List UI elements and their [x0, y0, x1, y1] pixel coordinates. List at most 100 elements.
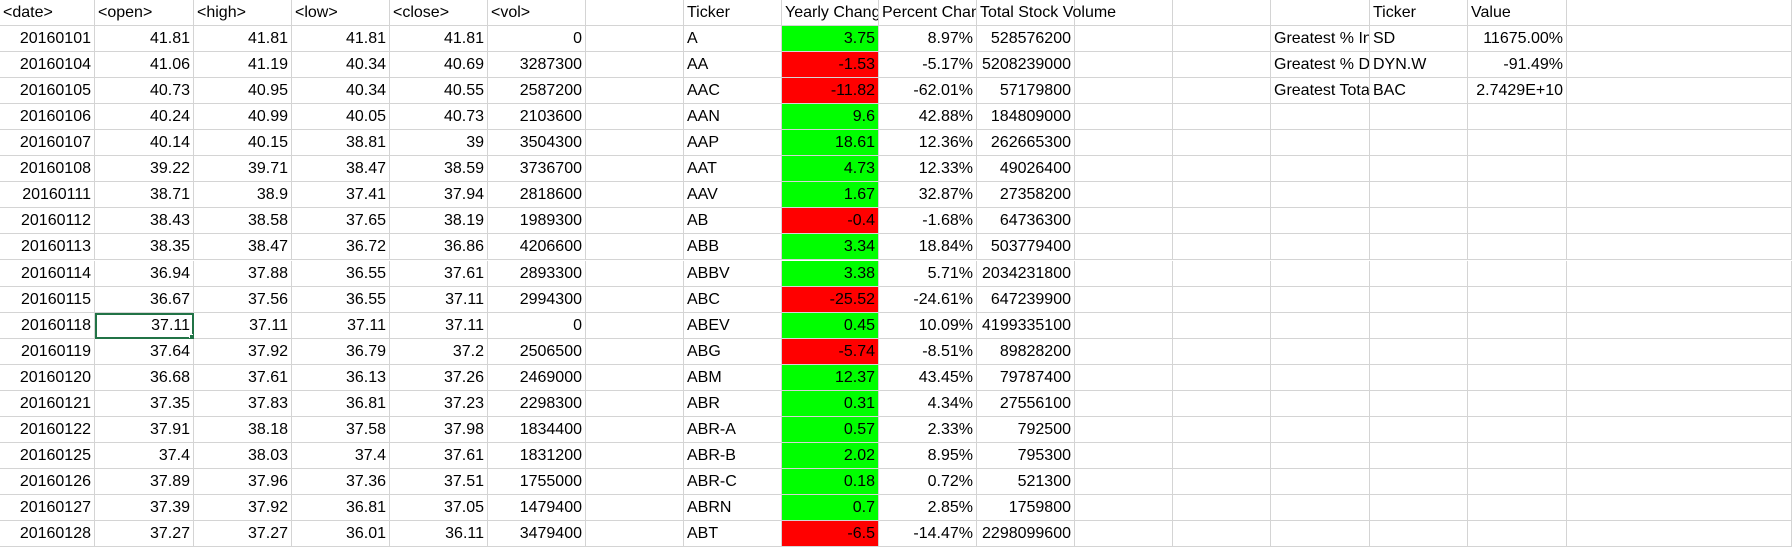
cell-total-volume[interactable]: 57179800	[977, 78, 1075, 105]
empty-cell[interactable]	[1468, 416, 1567, 443]
empty-cell[interactable]	[1173, 78, 1271, 105]
cell-ticker[interactable]: ABR-C	[684, 468, 782, 495]
empty-cell[interactable]	[1567, 286, 1792, 313]
empty-cell[interactable]	[1370, 468, 1468, 495]
cell-close[interactable]: 37.51	[390, 468, 488, 495]
empty-cell[interactable]	[1173, 494, 1271, 521]
empty-cell[interactable]	[1075, 442, 1173, 469]
cell-date[interactable]: 20160128	[0, 521, 95, 547]
cell-vol[interactable]: 1834400	[488, 416, 586, 443]
cell-vol[interactable]: 3287300	[488, 52, 586, 79]
cell-date[interactable]: 20160105	[0, 78, 95, 105]
empty-cell[interactable]	[1075, 416, 1173, 443]
cell-yearly-change-negative[interactable]: -11.82	[782, 78, 879, 105]
cell-ticker[interactable]: AB	[684, 208, 782, 235]
cell-yearly-change-positive[interactable]: 0.18	[782, 468, 879, 495]
cell-close[interactable]: 37.94	[390, 182, 488, 209]
cell-percent-change[interactable]: 4.34%	[879, 390, 977, 417]
cell-high[interactable]: 37.27	[194, 521, 292, 547]
cell-open[interactable]: 38.71	[95, 182, 194, 209]
cell-low[interactable]: 36.81	[292, 390, 390, 417]
empty-cell[interactable]	[1173, 156, 1271, 183]
cell-yearly-change-positive[interactable]: 0.7	[782, 494, 879, 521]
cell-percent-change[interactable]: 18.84%	[879, 234, 977, 261]
empty-cell[interactable]	[1370, 442, 1468, 469]
cell-yearly-change-positive[interactable]: 18.61	[782, 130, 879, 157]
cell-close[interactable]: 37.11	[390, 312, 488, 339]
cell-vol[interactable]: 2587200	[488, 78, 586, 105]
header-percent-change[interactable]: Percent Change	[879, 0, 977, 26]
empty-cell[interactable]	[1468, 130, 1567, 157]
empty-cell[interactable]	[1567, 260, 1792, 287]
cell-high[interactable]: 40.95	[194, 78, 292, 105]
cell-ticker[interactable]: AA	[684, 52, 782, 79]
cell-open[interactable]: 36.68	[95, 364, 194, 391]
cell-yearly-change-positive[interactable]: 3.75	[782, 26, 879, 53]
cell-ticker[interactable]: ABR	[684, 390, 782, 417]
cell-low[interactable]: 40.05	[292, 104, 390, 131]
empty-cell[interactable]	[1271, 260, 1370, 287]
cell-high[interactable]: 37.61	[194, 364, 292, 391]
cell-low[interactable]: 37.36	[292, 468, 390, 495]
empty-cell[interactable]	[1271, 521, 1370, 547]
cell-yearly-change-positive[interactable]: 12.37	[782, 364, 879, 391]
empty-cell[interactable]	[1468, 338, 1567, 365]
cell-vol[interactable]: 3736700	[488, 156, 586, 183]
cell-ticker[interactable]: ABEV	[684, 312, 782, 339]
cell-vol[interactable]: 2818600	[488, 182, 586, 209]
empty-cell[interactable]	[1468, 104, 1567, 131]
cell-vol[interactable]: 1755000	[488, 468, 586, 495]
empty-cell[interactable]	[1173, 130, 1271, 157]
cell-high[interactable]: 37.11	[194, 312, 292, 339]
cell-low[interactable]: 37.65	[292, 208, 390, 235]
empty-cell[interactable]	[586, 312, 684, 339]
empty-cell[interactable]	[1468, 286, 1567, 313]
cell-percent-change[interactable]: 2.33%	[879, 416, 977, 443]
empty-cell[interactable]	[1370, 416, 1468, 443]
empty-cell[interactable]	[586, 442, 684, 469]
cell-vol[interactable]: 2298300	[488, 390, 586, 417]
cell-percent-change[interactable]: -14.47%	[879, 521, 977, 547]
cell-yearly-change-positive[interactable]: 1.67	[782, 182, 879, 209]
empty-cell[interactable]	[1567, 78, 1792, 105]
cell-high[interactable]: 37.56	[194, 286, 292, 313]
cell-total-volume[interactable]: 27358200	[977, 182, 1075, 209]
cell-vol[interactable]: 1479400	[488, 494, 586, 521]
cell-vol[interactable]: 0	[488, 26, 586, 53]
selected-cell[interactable]: 37.11	[95, 312, 194, 339]
cell-open[interactable]: 40.73	[95, 78, 194, 105]
empty-cell[interactable]	[1075, 208, 1173, 235]
cell-date[interactable]: 20160121	[0, 390, 95, 417]
empty-cell[interactable]	[1075, 521, 1173, 547]
cell-low[interactable]: 38.47	[292, 156, 390, 183]
header-summary-ticker[interactable]: Ticker	[1370, 0, 1468, 26]
cell-close[interactable]: 37.11	[390, 286, 488, 313]
cell-low[interactable]: 40.34	[292, 52, 390, 79]
empty-cell[interactable]	[586, 364, 684, 391]
empty-cell[interactable]	[586, 468, 684, 495]
empty-cell[interactable]	[1468, 521, 1567, 547]
empty-cell[interactable]	[1075, 364, 1173, 391]
empty-cell[interactable]	[1567, 390, 1792, 417]
cell-ticker[interactable]: AAN	[684, 104, 782, 131]
cell-percent-change[interactable]: 8.97%	[879, 26, 977, 53]
cell-close[interactable]: 40.73	[390, 104, 488, 131]
cell-greatest-value[interactable]: -91.49%	[1468, 52, 1567, 79]
cell-close[interactable]: 37.2	[390, 338, 488, 365]
cell-high[interactable]: 37.96	[194, 468, 292, 495]
cell-yearly-change-positive[interactable]: 0.31	[782, 390, 879, 417]
cell-open[interactable]: 37.27	[95, 521, 194, 547]
empty-cell[interactable]	[1370, 494, 1468, 521]
cell-total-volume[interactable]: 521300	[977, 468, 1075, 495]
cell-yearly-change-positive[interactable]: 0.57	[782, 416, 879, 443]
empty-cell[interactable]	[1567, 0, 1792, 26]
cell-ticker[interactable]: AAP	[684, 130, 782, 157]
empty-cell[interactable]	[1271, 442, 1370, 469]
cell-open[interactable]: 37.64	[95, 338, 194, 365]
empty-cell[interactable]	[1468, 260, 1567, 287]
cell-date[interactable]: 20160114	[0, 260, 95, 287]
cell-total-volume[interactable]: 184809000	[977, 104, 1075, 131]
cell-date[interactable]: 20160107	[0, 130, 95, 157]
empty-cell[interactable]	[1370, 364, 1468, 391]
empty-cell[interactable]	[1271, 208, 1370, 235]
